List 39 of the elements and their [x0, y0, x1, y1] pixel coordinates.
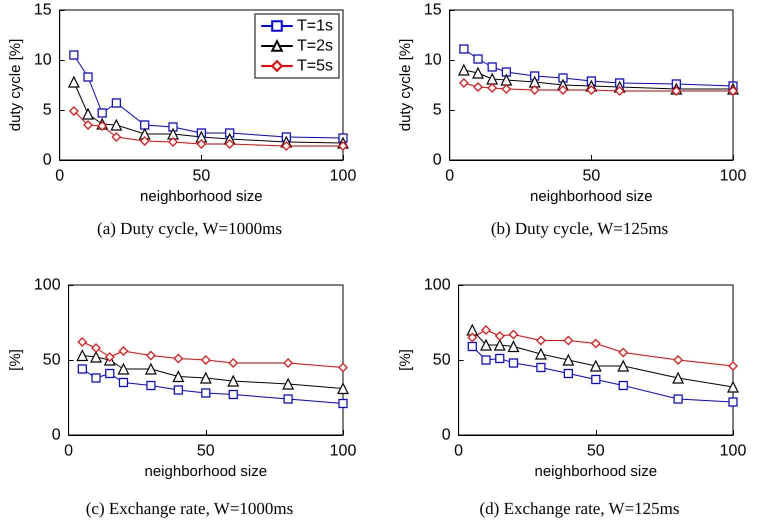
- y-tick-label: 0: [432, 152, 442, 168]
- x-tick-label: 50: [582, 168, 600, 184]
- y-tick-label: 10: [34, 52, 52, 68]
- x-tick-label: 100: [720, 168, 746, 184]
- y-tick-label: 10: [424, 52, 442, 68]
- x-tick-label: 100: [720, 442, 746, 460]
- legend-label: T=2s: [296, 38, 333, 54]
- y-axis-title: [%]: [397, 349, 414, 371]
- y-tick-label: 5: [42, 102, 52, 118]
- y-tick-label: 0: [52, 426, 61, 444]
- x-axis-title: neighborhood size: [530, 188, 653, 205]
- legend-label: T=5s: [296, 58, 333, 74]
- y-tick-label: 15: [424, 2, 442, 18]
- x-tick-label: 100: [330, 168, 356, 184]
- y-tick-label: 15: [34, 2, 52, 18]
- x-tick-label: 50: [192, 168, 210, 184]
- text: (b) Duty cycle, W=125ms: [490, 219, 668, 238]
- x-tick-label: 50: [586, 442, 605, 460]
- y-tick-label: 100: [424, 276, 451, 294]
- text: (a) Duty cycle, W=1000ms: [97, 219, 282, 238]
- y-tick-label: 0: [442, 426, 451, 444]
- y-tick-label: 5: [432, 102, 442, 118]
- x-axis-title: neighborhood size: [534, 462, 658, 480]
- y-axis-title: duty cycle [%]: [397, 38, 414, 132]
- y-tick-label: 50: [432, 352, 451, 368]
- text: (d) Exchange rate, W=125ms: [480, 499, 680, 518]
- legend-label: T=1s: [296, 18, 333, 34]
- y-tick-label: 50: [42, 352, 61, 368]
- x-tick-label: 50: [196, 442, 215, 460]
- x-axis-title: neighborhood size: [144, 462, 268, 480]
- y-axis-title: [%]: [7, 349, 24, 371]
- y-axis-title: duty cycle [%]: [7, 38, 24, 132]
- y-tick-label: 100: [34, 276, 61, 294]
- x-axis-title: neighborhood size: [140, 188, 263, 205]
- y-tick-label: 0: [42, 152, 52, 168]
- x-tick-label: 100: [330, 442, 356, 460]
- x-tick-label: 0: [454, 442, 464, 460]
- x-tick-label: 0: [64, 442, 74, 460]
- text: (c) Exchange rate, W=1000ms: [86, 499, 294, 518]
